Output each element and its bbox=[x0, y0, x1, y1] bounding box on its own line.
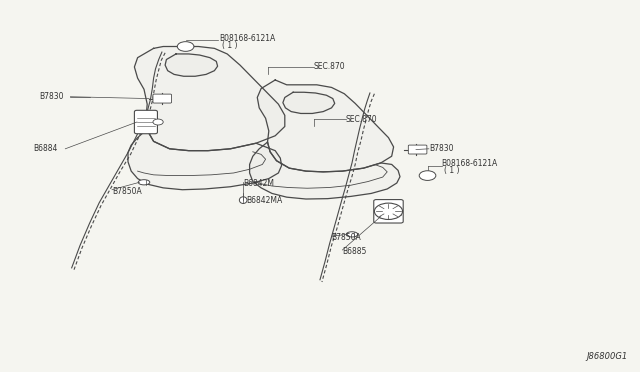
Text: ( 1 ): ( 1 ) bbox=[222, 41, 237, 50]
Polygon shape bbox=[134, 46, 285, 151]
Polygon shape bbox=[283, 92, 335, 113]
Text: B6842MA: B6842MA bbox=[246, 196, 283, 205]
Text: B08168-6121A: B08168-6121A bbox=[442, 159, 498, 168]
Polygon shape bbox=[128, 130, 282, 190]
Text: SEC.870: SEC.870 bbox=[346, 115, 377, 124]
FancyBboxPatch shape bbox=[408, 145, 427, 154]
Text: J86800G1: J86800G1 bbox=[586, 352, 627, 361]
Ellipse shape bbox=[138, 180, 150, 185]
Text: B6842M: B6842M bbox=[243, 179, 274, 187]
Circle shape bbox=[153, 119, 163, 125]
Text: B6884: B6884 bbox=[33, 144, 58, 153]
Text: B6885: B6885 bbox=[342, 247, 367, 256]
Text: B08168-6121A: B08168-6121A bbox=[220, 34, 276, 43]
Text: B7830: B7830 bbox=[40, 92, 64, 101]
Text: B7850A: B7850A bbox=[332, 233, 361, 242]
FancyBboxPatch shape bbox=[153, 94, 172, 103]
Text: B: B bbox=[426, 173, 429, 178]
Text: SEC.870: SEC.870 bbox=[314, 62, 345, 71]
Polygon shape bbox=[250, 142, 400, 199]
Text: B7850A: B7850A bbox=[112, 187, 141, 196]
Text: B: B bbox=[184, 44, 188, 49]
Circle shape bbox=[177, 42, 194, 51]
Circle shape bbox=[374, 203, 403, 219]
Circle shape bbox=[419, 171, 436, 180]
FancyBboxPatch shape bbox=[374, 199, 403, 223]
FancyBboxPatch shape bbox=[134, 110, 157, 134]
Polygon shape bbox=[165, 54, 218, 76]
Ellipse shape bbox=[239, 197, 247, 203]
Polygon shape bbox=[257, 80, 394, 172]
Text: B7830: B7830 bbox=[429, 144, 453, 153]
Text: ( 1 ): ( 1 ) bbox=[444, 166, 460, 174]
Ellipse shape bbox=[346, 232, 358, 237]
